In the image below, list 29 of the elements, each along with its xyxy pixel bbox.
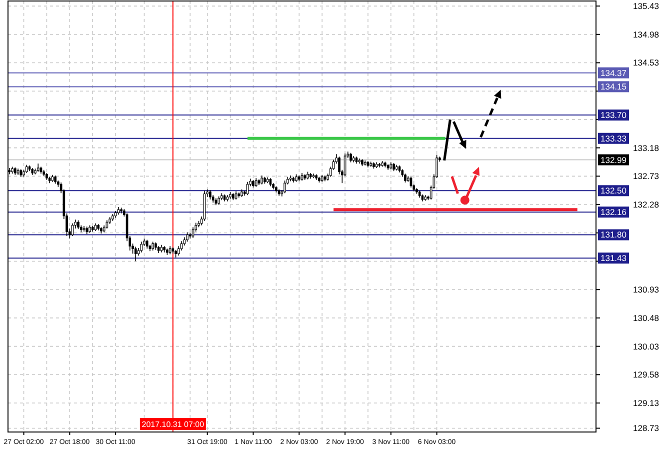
- candlestick: [284, 180, 286, 194]
- x-tick-label: 2017.10.31 07:00: [142, 420, 205, 429]
- y-tick-label: 130.03: [633, 341, 660, 352]
- candlestick: [134, 246, 137, 262]
- candlestick: [209, 190, 212, 200]
- y-tick-label: 128.73: [633, 423, 660, 434]
- ref-line-label: 132.99: [600, 154, 627, 165]
- y-tick-label: 130.48: [633, 312, 660, 323]
- y-tick-label: 130.93: [633, 284, 660, 295]
- ref-line-label: 133.33: [600, 133, 627, 144]
- candlestick: [186, 232, 188, 242]
- y-tick-label: 133.18: [633, 142, 660, 153]
- candlestick: [140, 241, 143, 253]
- y-tick-label: 129.58: [633, 370, 660, 380]
- y-tick-label: 135.43: [633, 1, 660, 12]
- y-tick-label: 132.28: [633, 200, 660, 210]
- y-tick-label: 134.98: [633, 29, 660, 40]
- candlestick: [410, 176, 412, 188]
- ref-line-label: 132.50: [600, 186, 627, 196]
- ref-line-label: 131.80: [600, 230, 627, 240]
- ref-line-label: 132.16: [600, 207, 627, 218]
- ref-line-label: 134.15: [600, 82, 627, 92]
- candlestick: [350, 152, 352, 163]
- y-tick-label: 134.53: [633, 58, 660, 68]
- ref-line-label: 133.70: [600, 110, 627, 120]
- ref-line-label: 134.37: [600, 68, 627, 78]
- y-tick-label: 129.13: [633, 398, 660, 408]
- ref-line-label: 131.43: [600, 253, 627, 264]
- y-tick-label: 132.73: [633, 171, 660, 182]
